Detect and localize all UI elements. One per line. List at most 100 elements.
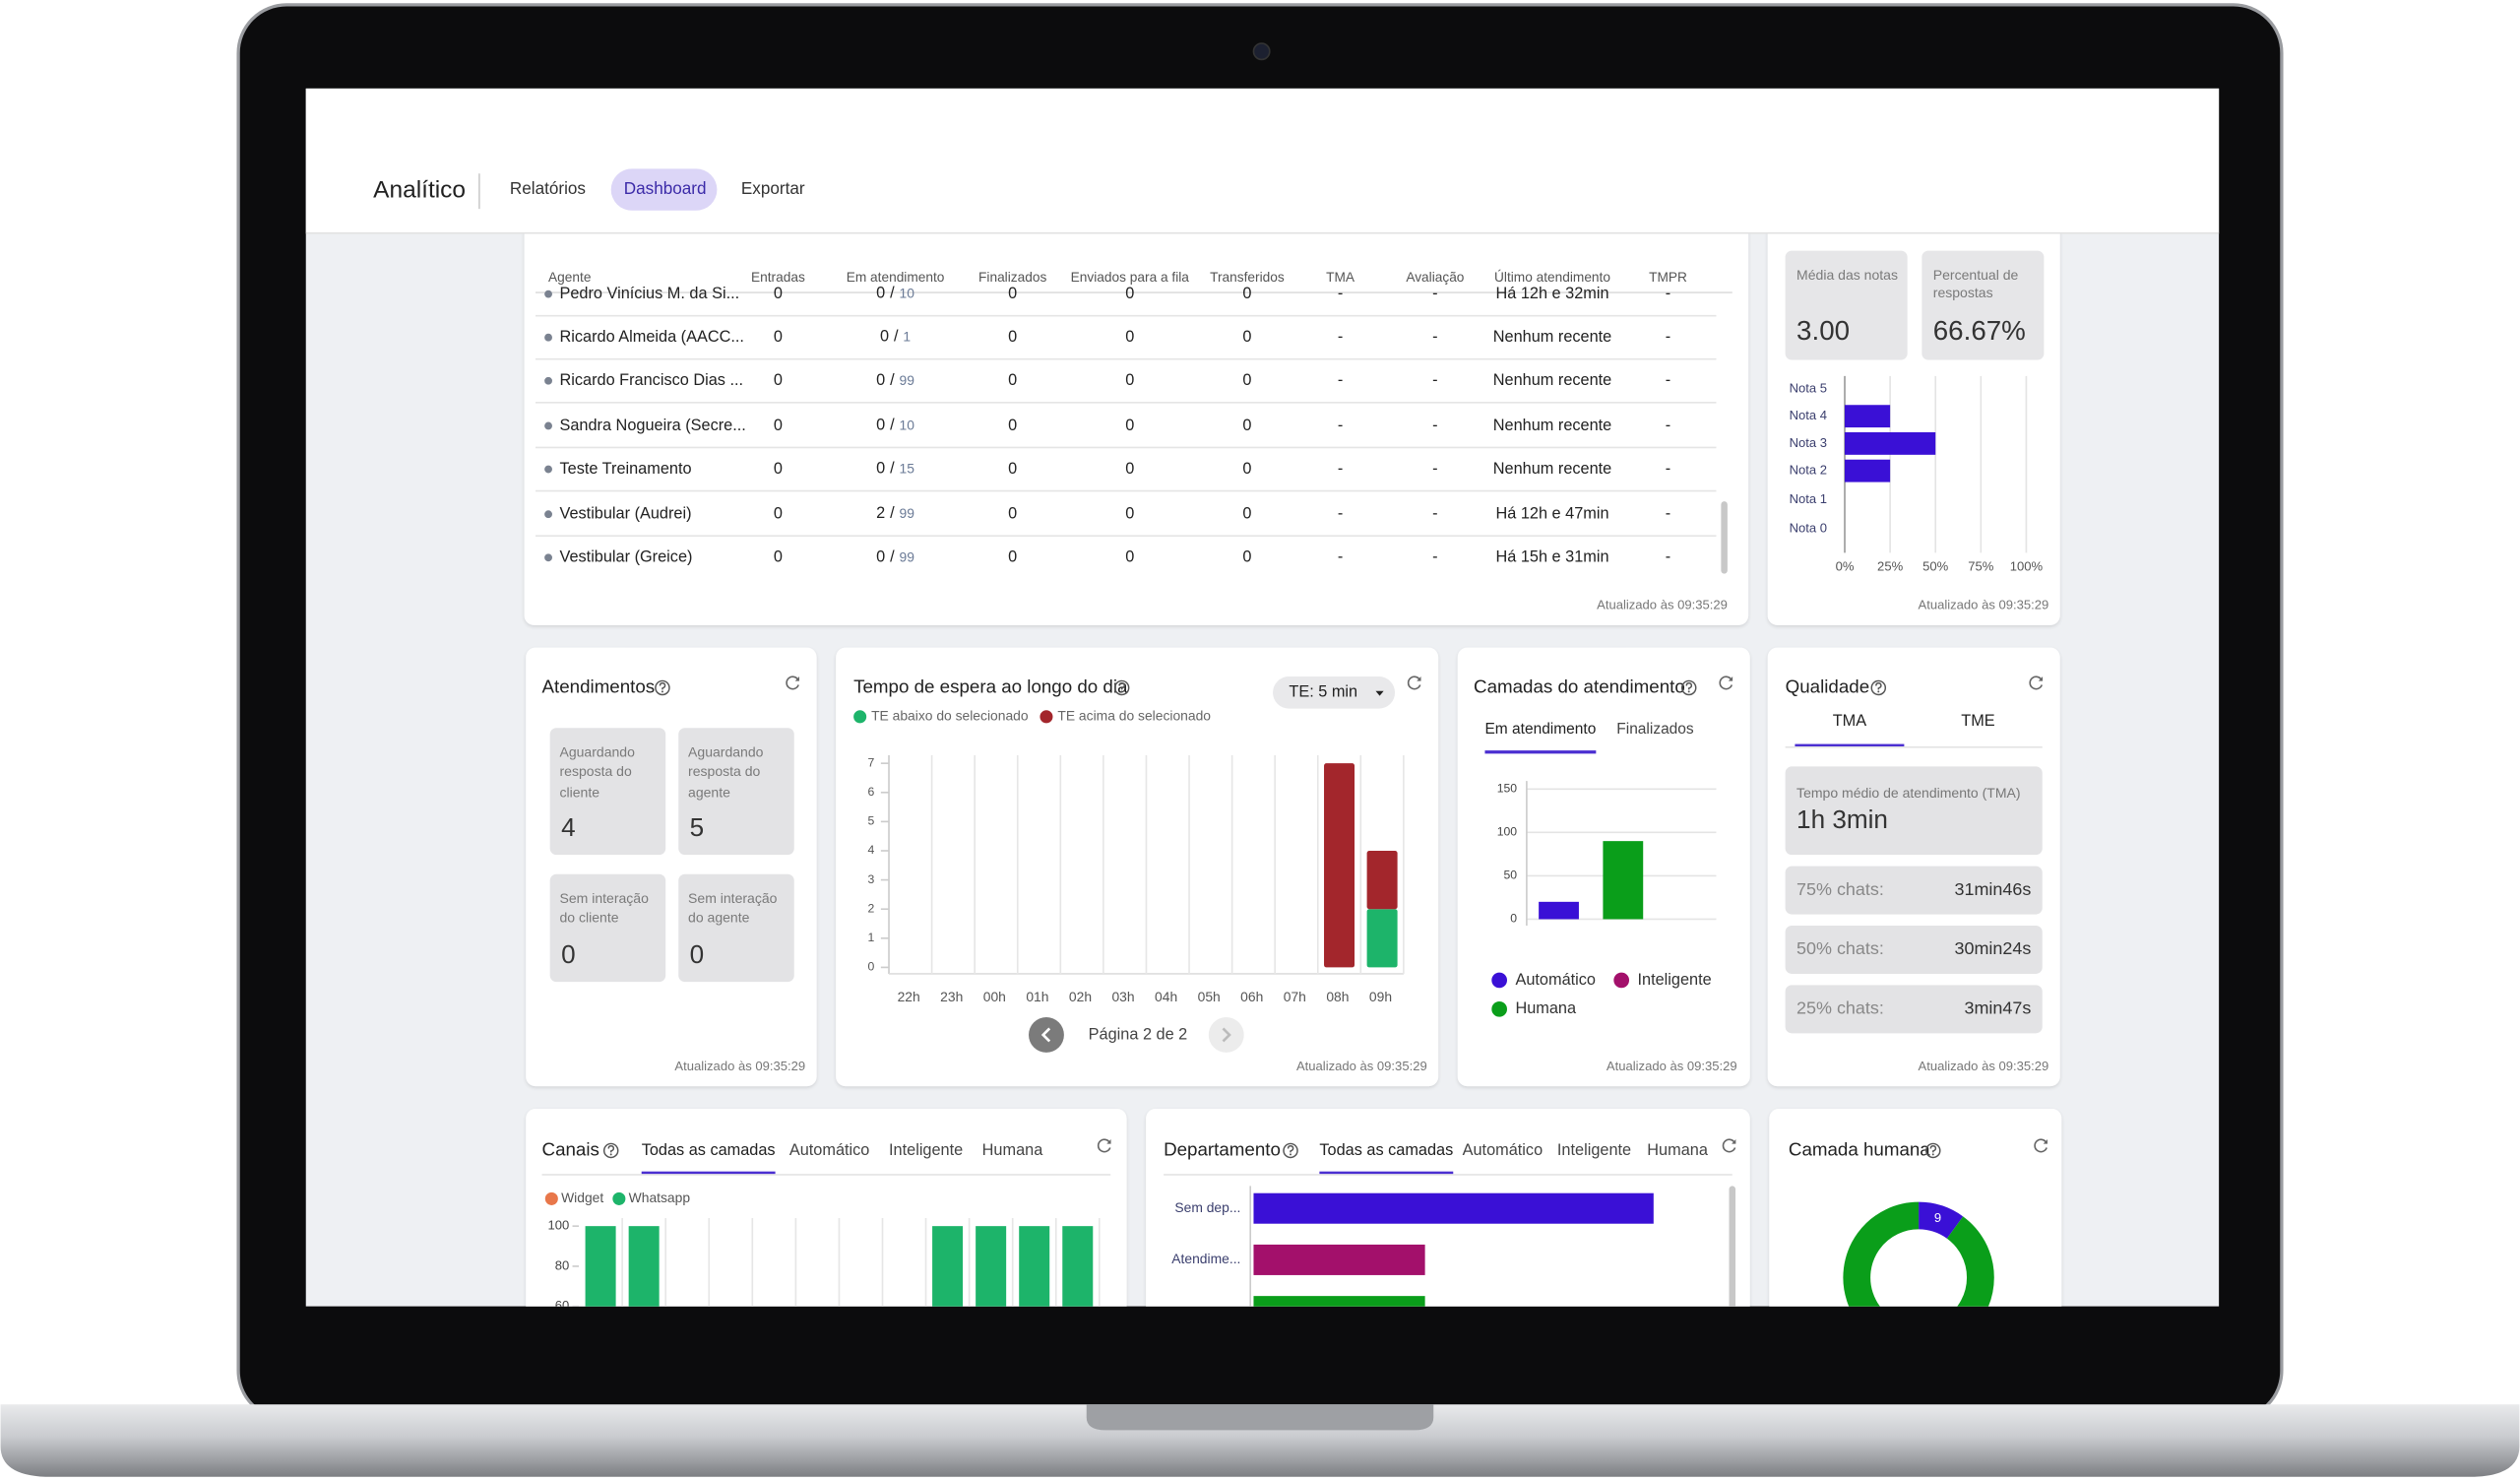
metric-label: Sem interação do cliente (559, 890, 649, 927)
bar (976, 1226, 1007, 1307)
cell: - (1666, 417, 1670, 434)
cell: Há 15h e 31min (1495, 548, 1608, 566)
page-next[interactable] (1208, 1017, 1244, 1053)
em-limite: 99 (900, 548, 915, 564)
x-tick-label: 22h (898, 989, 920, 1004)
tab-pill (610, 168, 718, 211)
stat-box (1922, 250, 2045, 360)
refresh-icon[interactable] (1407, 676, 1421, 690)
bar (1062, 1226, 1094, 1307)
legend-dot (612, 1191, 626, 1205)
page-next-chevron (1222, 1027, 1231, 1043)
camera (1252, 42, 1271, 61)
legend-label: Humana (1515, 999, 1577, 1017)
nav-tab[interactable]: Dashboard (624, 178, 707, 198)
tab[interactable]: Automático (1463, 1141, 1544, 1159)
updated-at: Atualizado às 09:35:29 (1606, 1059, 1737, 1073)
metric-label-box: Sem interação do agente (688, 890, 777, 927)
nav-tab[interactable]: Exportar (741, 178, 805, 198)
tab[interactable]: TMA (1833, 712, 1867, 730)
y-tick-label: 5 (868, 814, 875, 828)
cell: 0 (1008, 460, 1017, 478)
cell: Nenhum recente (1493, 460, 1611, 478)
help-icon-dot (1877, 690, 1880, 693)
em-limite: 10 (900, 417, 915, 432)
x-tick-label: 09h (1369, 989, 1392, 1004)
summary-value: 1h 3min (1796, 804, 1888, 834)
refresh-icon[interactable] (1719, 676, 1733, 690)
refresh-icon[interactable] (2034, 1138, 2048, 1153)
refresh-icon[interactable] (1722, 1138, 1736, 1153)
column-header: Entradas (751, 270, 805, 285)
cell: 0 (1008, 548, 1017, 566)
slice-label: 9 (1934, 1210, 1941, 1225)
cell: 0 (774, 505, 783, 523)
y-tick-label: 150 (1497, 782, 1518, 796)
x-tick-label: 50% (1922, 559, 1949, 574)
tab-underline (1484, 750, 1597, 754)
help-icon (1283, 1142, 1298, 1159)
page-prev-chevron (1040, 1027, 1051, 1043)
legend-dot (544, 1191, 558, 1205)
column-header: Enviados para a fila (1071, 270, 1190, 285)
tab[interactable]: TME (1961, 712, 1995, 730)
em-atual: 0 (880, 328, 889, 346)
metric-box (549, 873, 666, 983)
x-tick-label: 75% (1968, 559, 1994, 574)
em-atual: 2 (876, 505, 885, 523)
tab[interactable]: Em atendimento (1484, 721, 1596, 738)
scrollbar[interactable] (1721, 501, 1728, 574)
column-header: Finalizados (978, 270, 1046, 285)
legend-dot (1040, 710, 1053, 724)
em-separador: / (890, 505, 895, 523)
help-icon (1113, 679, 1130, 696)
scrollbar[interactable] (1729, 1186, 1736, 1315)
updated-at: Atualizado às 09:35:29 (1919, 598, 2049, 612)
tab[interactable]: Finalizados (1616, 721, 1694, 738)
nav-tab[interactable]: Relatórios (510, 178, 586, 198)
cell: - (1666, 285, 1670, 302)
table-rows: Pedro Vinícius M. da Si... 0 0 0 0 - - Há 12h e… (536, 285, 1717, 566)
tab[interactable]: Inteligente (889, 1141, 963, 1159)
cell: - (1338, 505, 1343, 523)
help-icon (1870, 679, 1887, 696)
help-icon-mark (1287, 1144, 1294, 1153)
card-title: Qualidade (1786, 676, 1869, 696)
cell: 0 (1242, 505, 1251, 523)
tab[interactable]: Inteligente (1557, 1141, 1631, 1159)
dropdown[interactable] (1273, 676, 1396, 709)
cell: 0 (1125, 505, 1134, 523)
status-dot (544, 290, 552, 298)
x-tick-label: 05h (1198, 989, 1221, 1004)
cell: - (1338, 548, 1343, 566)
agent-name: Vestibular (Audrei) (559, 505, 691, 523)
help-icon-mark (1118, 681, 1126, 690)
refresh-icon[interactable] (786, 676, 799, 690)
tab[interactable]: Todas as camadas (642, 1141, 776, 1159)
card-title: Camadas do atendimento (1474, 676, 1685, 696)
tab[interactable]: Automático (789, 1141, 870, 1159)
x-tick-label: 08h (1326, 989, 1349, 1004)
tab[interactable]: Humana (1647, 1141, 1709, 1159)
cell: - (1666, 548, 1670, 566)
status-dot (544, 421, 552, 430)
tab[interactable]: Humana (982, 1141, 1044, 1159)
tab-underline (1319, 1171, 1454, 1175)
y-tick-label: 0 (868, 960, 875, 974)
cell: 0 (1242, 371, 1251, 389)
page-prev[interactable] (1029, 1017, 1064, 1053)
em-limite: 99 (900, 371, 915, 387)
x-tick-label: 25% (1877, 559, 1904, 574)
cell: - (1666, 371, 1670, 389)
cell: - (1432, 460, 1437, 478)
refresh-arrow (2043, 1139, 2048, 1144)
metric-box (549, 728, 666, 856)
refresh-icon[interactable] (2029, 676, 2044, 690)
refresh-icon[interactable] (1097, 1138, 1111, 1153)
tab[interactable]: Todas as camadas (1319, 1141, 1453, 1159)
y-tick-label: Nota 0 (1790, 520, 1827, 535)
y-tick-label: 1 (868, 931, 875, 944)
card-title: Tempo de espera ao longo do dia (853, 676, 1128, 696)
percentile-label: 25% chats: (1796, 998, 1884, 1018)
legend-dot (1491, 1001, 1507, 1017)
